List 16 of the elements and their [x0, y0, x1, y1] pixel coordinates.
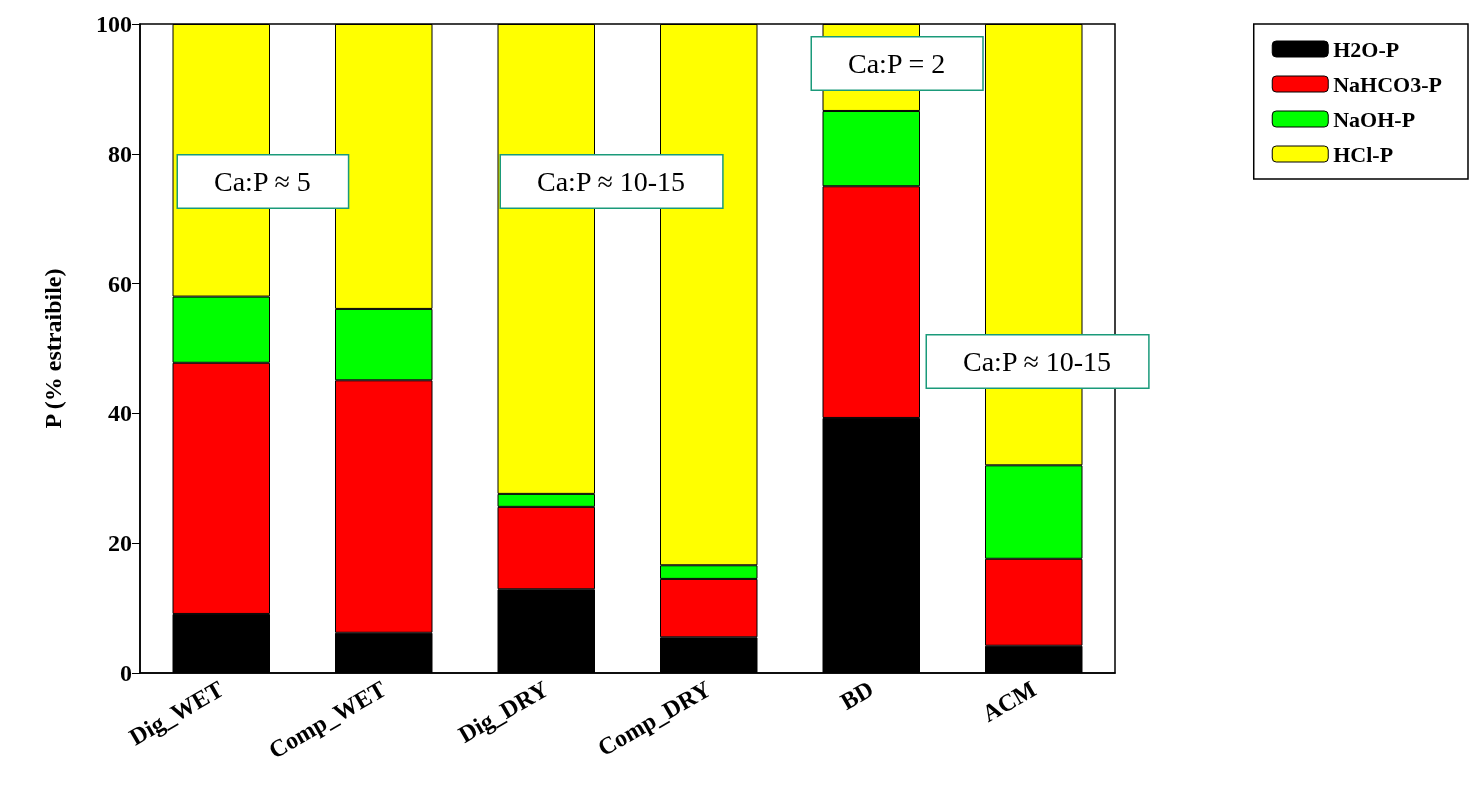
annotation: Ca:P ≈ 10-15 — [963, 346, 1112, 377]
y-tick-label: 80 — [108, 140, 132, 167]
annotation: Ca:P = 2 — [848, 48, 946, 79]
y-tick-label: 0 — [120, 660, 132, 686]
x-tick-label: BD — [835, 675, 878, 715]
legend-label: H2O-P — [1333, 36, 1400, 62]
annotation: Ca:P ≈ 10-15 — [537, 166, 686, 197]
y-tick-label: 100 — [96, 11, 132, 37]
y-tick-label: 60 — [108, 270, 132, 297]
legend-label: NaHCO3-P — [1333, 71, 1442, 97]
legend-label: NaOH-P — [1333, 106, 1416, 132]
y-tick-label: 40 — [108, 400, 132, 427]
legend-label: HCl-P — [1333, 141, 1394, 167]
y-axis-title: P (% estraibile) — [40, 268, 66, 429]
annotation: Ca:P ≈ 5 — [214, 166, 311, 197]
y-tick-label: 20 — [108, 530, 132, 557]
